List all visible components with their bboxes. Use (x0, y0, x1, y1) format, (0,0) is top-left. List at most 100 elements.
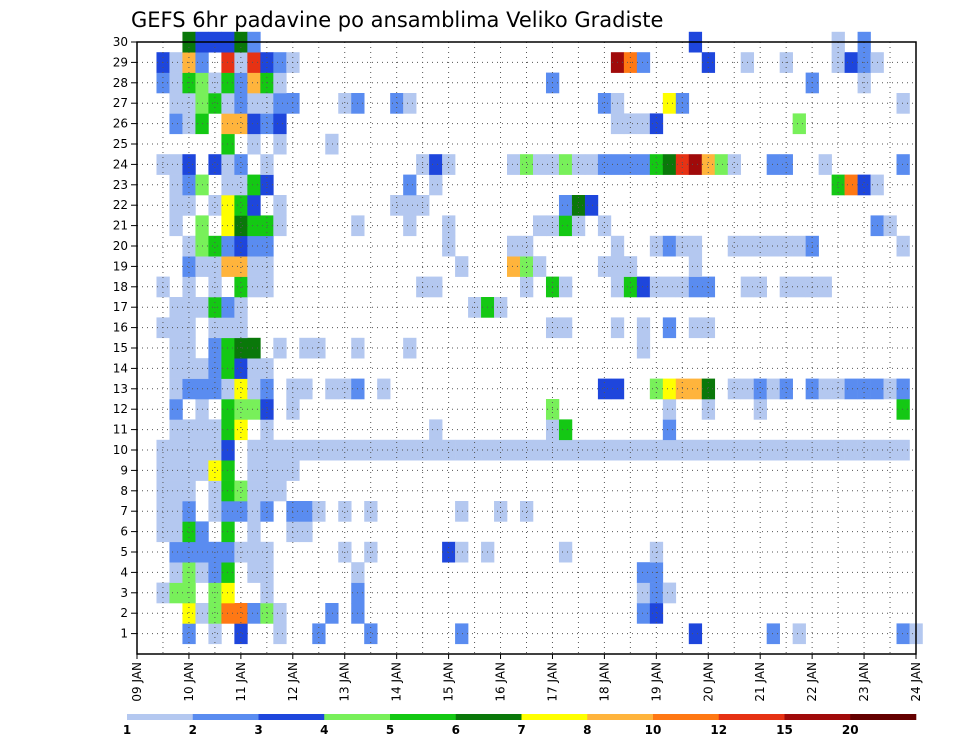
x-tick-label: 12 JAN (286, 662, 300, 702)
data-cell (494, 501, 508, 522)
data-cell (182, 113, 196, 135)
data-cell (260, 113, 274, 135)
data-cell (208, 439, 222, 461)
data-cell (532, 439, 547, 461)
data-cell (896, 623, 910, 645)
data-cell (260, 439, 274, 461)
data-cell (208, 337, 222, 359)
x-tick-label: 14 JAN (390, 662, 404, 702)
y-tick-label: 21 (113, 219, 128, 233)
data-cell (753, 378, 767, 400)
data-cell (234, 623, 248, 645)
data-cell (597, 378, 612, 400)
data-cell (532, 256, 547, 277)
grid-lines (137, 42, 916, 654)
data-cell (403, 439, 417, 461)
data-cell (221, 562, 235, 583)
data-cell (169, 460, 183, 481)
data-cell (597, 256, 612, 277)
data-cell (208, 195, 222, 216)
data-cell (442, 439, 456, 461)
data-cell (221, 582, 235, 604)
data-cell (896, 235, 910, 257)
data-cell (779, 154, 793, 175)
data-cell (701, 399, 716, 420)
y-tick-label: 12 (113, 402, 128, 416)
colorbar: 1 2 3 4 5 6 7 8 10 12 15 20 (123, 714, 917, 737)
data-cell (325, 133, 339, 155)
data-cell (234, 215, 248, 237)
data-cell (338, 378, 352, 400)
data-cell (169, 358, 183, 379)
y-tick-label: 30 (113, 35, 128, 49)
data-cell (312, 501, 326, 522)
x-tick-label: 24 JAN (909, 662, 923, 702)
data-cell (649, 276, 664, 298)
data-cell (182, 256, 196, 277)
data-cell (169, 52, 183, 73)
data-cell (273, 133, 287, 155)
data-cell (779, 439, 793, 461)
data-cell (753, 276, 767, 298)
data-cell (260, 501, 274, 522)
data-cell (208, 501, 222, 522)
data-cell (247, 215, 261, 237)
data-cell (455, 501, 469, 522)
data-cell (260, 276, 274, 298)
data-cell (182, 501, 196, 522)
data-cell (403, 93, 417, 114)
data-cell (364, 439, 378, 461)
data-cell (299, 501, 313, 522)
data-cell (169, 501, 183, 522)
data-cell (299, 521, 313, 543)
data-cell (623, 113, 638, 135)
data-cell (247, 72, 261, 94)
data-cell (727, 378, 742, 400)
data-cell (234, 358, 248, 379)
x-tick-label: 23 JAN (857, 662, 871, 702)
data-cell (247, 276, 261, 298)
colorbar-label: 6 (452, 723, 460, 737)
data-cell (182, 378, 196, 400)
data-cell (857, 174, 871, 196)
data-cell (766, 623, 780, 645)
data-cell (182, 623, 196, 645)
y-tick-label: 6 (120, 525, 128, 539)
data-cell (234, 337, 248, 359)
data-cell (455, 541, 469, 563)
data-cell (818, 276, 832, 298)
data-cell (558, 276, 573, 298)
y-tick-label: 5 (120, 545, 128, 559)
data-cell (221, 460, 235, 481)
data-cell (312, 439, 326, 461)
y-tick-label: 7 (120, 504, 128, 518)
data-cell (208, 154, 222, 175)
data-cell (247, 439, 261, 461)
data-cell (260, 235, 274, 257)
data-cell (247, 235, 261, 257)
data-cell (896, 399, 910, 420)
x-tick-label: 16 JAN (494, 662, 508, 702)
data-cell (169, 521, 183, 543)
data-cell (623, 256, 638, 277)
colorbar-swatch (192, 714, 259, 720)
data-cell (792, 235, 806, 257)
data-cell (753, 235, 767, 257)
data-cell (649, 113, 664, 135)
data-cell (325, 603, 339, 624)
data-cell (844, 439, 858, 461)
data-cell (221, 317, 235, 339)
data-cell (208, 460, 222, 481)
data-cell (247, 256, 261, 277)
data-cell (403, 174, 417, 196)
data-cell (520, 154, 534, 175)
data-cell (182, 480, 196, 502)
data-cell (169, 419, 183, 441)
y-tick-label: 3 (120, 586, 128, 600)
colorbar-label: 3 (254, 723, 262, 737)
data-cell (662, 582, 677, 604)
y-tick-label: 2 (120, 606, 128, 620)
data-cell (792, 439, 806, 461)
data-cell (558, 215, 573, 237)
data-cell (662, 378, 677, 400)
